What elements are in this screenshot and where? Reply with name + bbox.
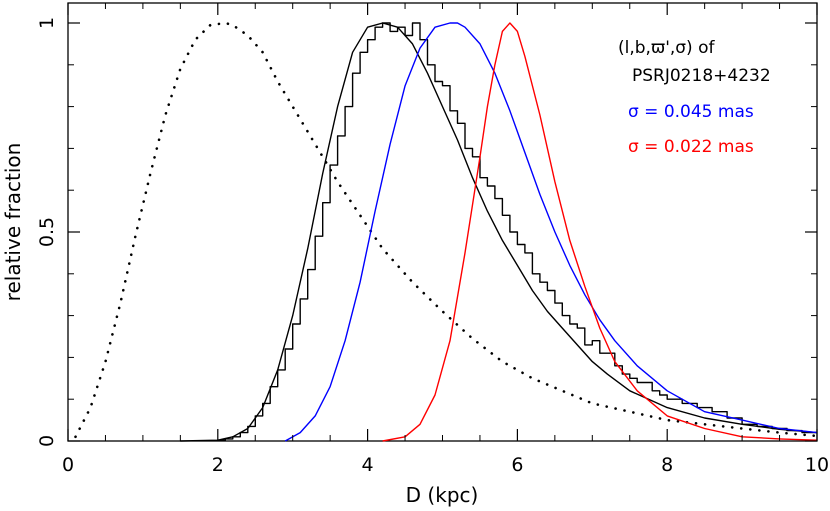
series-line-1 bbox=[180, 22, 818, 442]
series-line-3 bbox=[284, 22, 818, 442]
ticks-layer: 0 2 4 6 8 10 0 0.5 1 bbox=[36, 3, 829, 476]
x-tick-label-4: 8 bbox=[661, 454, 673, 476]
annotation-3: σ = 0.022 mas bbox=[628, 137, 754, 157]
annotation-2: σ = 0.045 mas bbox=[628, 102, 754, 122]
annotation-1: PSRJ0218+4232 bbox=[632, 66, 771, 86]
series-line-4 bbox=[382, 22, 818, 442]
y-axis-label: relative fraction bbox=[1, 143, 25, 302]
y-tick-label-0: 0 bbox=[36, 435, 58, 447]
series-layer bbox=[74, 21, 819, 442]
annotation-0: (l,b,ϖ',σ) of bbox=[618, 38, 715, 58]
x-tick-label-0: 0 bbox=[62, 454, 74, 476]
x-axis-label: D (kpc) bbox=[406, 483, 479, 507]
legend-layer: (l,b,ϖ',σ) of PSRJ0218+4232 σ = 0.045 mas σ… bbox=[618, 38, 771, 157]
x-tick-label-3: 6 bbox=[511, 454, 523, 476]
y-tick-label-1: 0.5 bbox=[36, 217, 58, 247]
y-tick-label-2: 1 bbox=[36, 17, 58, 29]
x-tick-label-5: 10 bbox=[805, 454, 829, 476]
x-tick-label-2: 4 bbox=[362, 454, 374, 476]
series-line-2 bbox=[217, 22, 817, 441]
x-tick-label-1: 2 bbox=[212, 454, 224, 476]
